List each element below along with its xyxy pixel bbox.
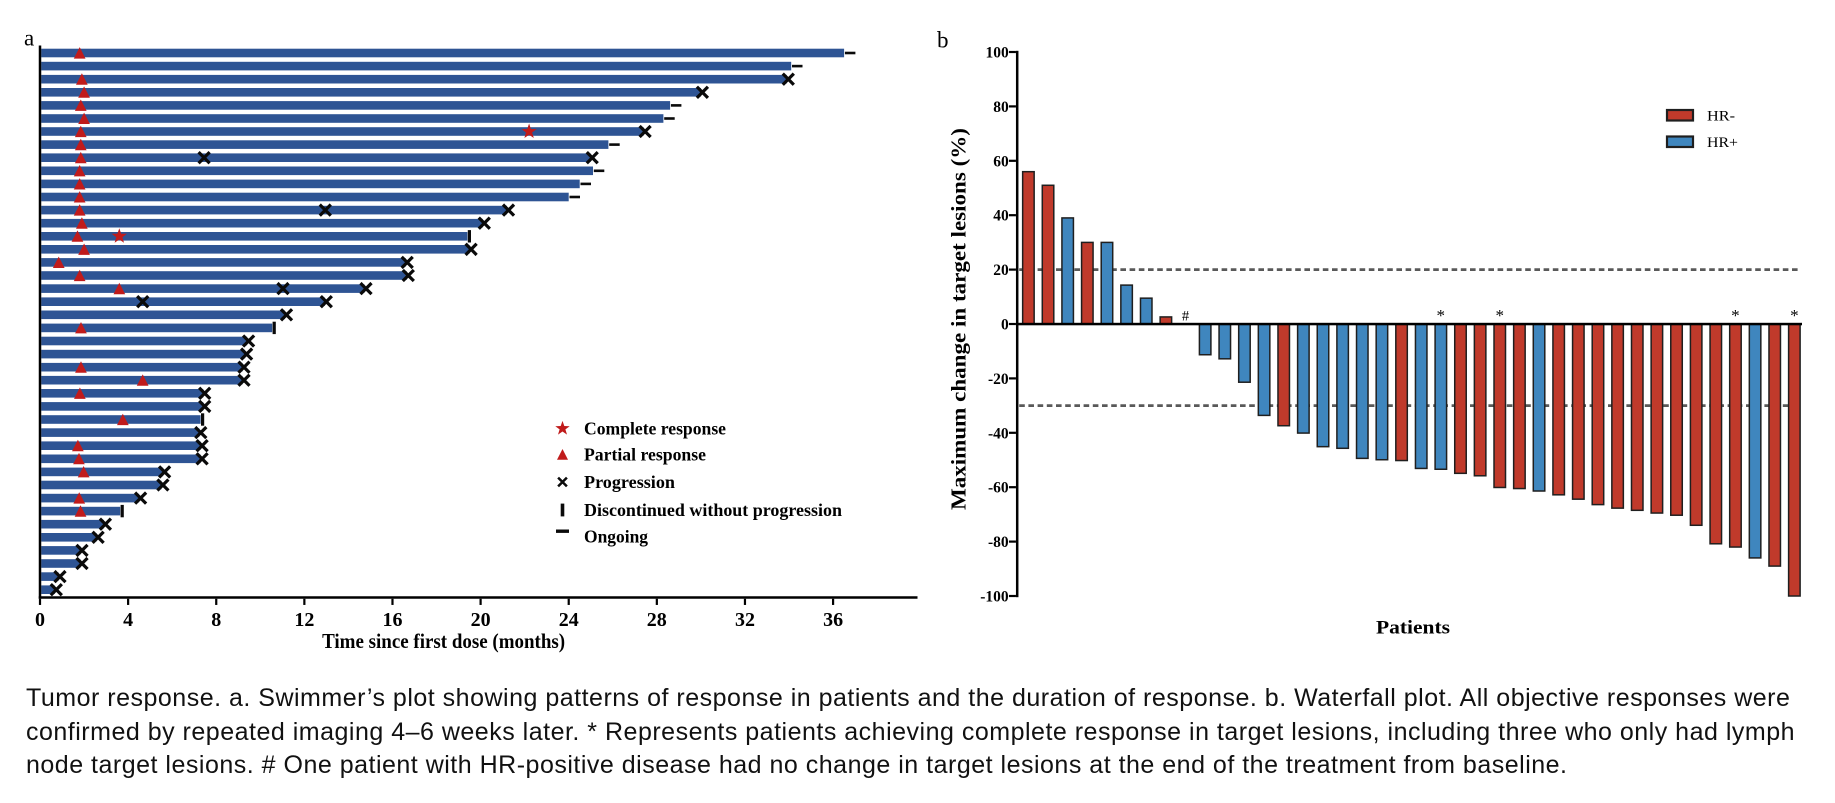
svg-text:-20: -20 [988, 371, 1009, 388]
svg-text:Progression: Progression [584, 472, 675, 492]
svg-text:4: 4 [123, 609, 133, 631]
svg-text:*: * [1437, 306, 1446, 325]
svg-text:-100: -100 [980, 589, 1009, 606]
svg-text:0: 0 [35, 609, 45, 631]
svg-text:8: 8 [211, 609, 221, 631]
svg-text:24: 24 [559, 609, 579, 631]
svg-text:Maximum change in target lesio: Maximum change in target lesions (%) [947, 128, 971, 510]
svg-text:HR-: HR- [1707, 109, 1735, 125]
svg-text:Patients: Patients [1376, 618, 1450, 639]
svg-text:a: a [24, 26, 34, 51]
svg-text:*: * [1790, 306, 1799, 325]
svg-text:0: 0 [1001, 317, 1009, 334]
svg-text:-40: -40 [988, 425, 1009, 442]
svg-text:Partial response: Partial response [584, 445, 706, 465]
svg-text:60: 60 [993, 153, 1009, 170]
svg-text:Discontinued without progressi: Discontinued without progression [584, 500, 842, 520]
svg-text:100: 100 [985, 45, 1009, 62]
svg-text:#: # [1182, 309, 1189, 325]
svg-text:*: * [1496, 306, 1505, 325]
svg-text:b: b [937, 28, 949, 53]
svg-text:80: 80 [993, 99, 1009, 116]
svg-text:Time since first dose (months): Time since first dose (months) [322, 629, 565, 653]
svg-text:12: 12 [294, 609, 314, 631]
svg-text:32: 32 [735, 609, 755, 631]
svg-text:40: 40 [993, 208, 1009, 225]
svg-text:20: 20 [471, 609, 491, 631]
svg-text:Complete response: Complete response [584, 419, 726, 439]
svg-text:28: 28 [647, 609, 667, 631]
svg-text:36: 36 [823, 609, 843, 631]
svg-text:16: 16 [383, 609, 403, 631]
svg-text:-80: -80 [988, 534, 1009, 551]
svg-text:*: * [1731, 306, 1740, 325]
svg-text:20: 20 [993, 262, 1009, 279]
svg-text:Ongoing: Ongoing [584, 527, 648, 547]
svg-text:HR+: HR+ [1707, 135, 1738, 151]
svg-text:-60: -60 [988, 480, 1009, 497]
